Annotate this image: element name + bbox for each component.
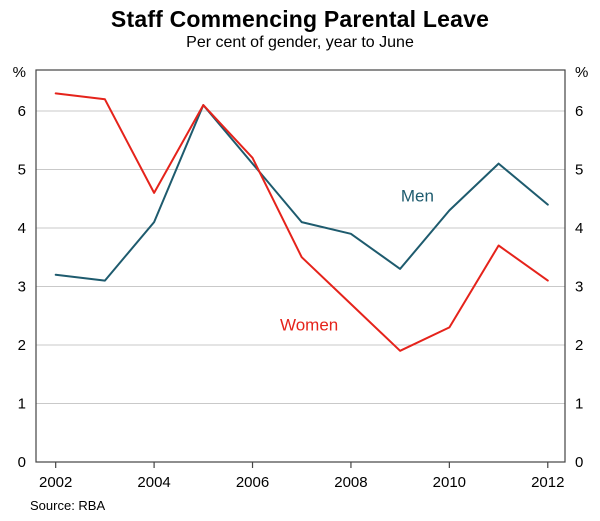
series-label-women: Women bbox=[280, 315, 338, 334]
x-tick-label: 2010 bbox=[433, 474, 466, 491]
y-tick-label-left: 1 bbox=[18, 395, 26, 412]
series-label-men: Men bbox=[401, 187, 434, 206]
y-tick-label-right: 6 bbox=[575, 103, 583, 120]
y-tick-label-right: 4 bbox=[575, 220, 583, 237]
y-tick-label-right: 5 bbox=[575, 161, 583, 178]
y-tick-label-right: 2 bbox=[575, 337, 583, 354]
x-tick-label: 2008 bbox=[334, 474, 367, 491]
y-tick-label-left: 5 bbox=[18, 161, 26, 178]
source-text: Source: RBA bbox=[30, 498, 106, 513]
page-subtitle: Per cent of gender, year to June bbox=[186, 34, 414, 51]
women-line bbox=[54, 92, 549, 352]
y-tick-label-right: 0 bbox=[575, 454, 583, 471]
x-tick-label: 2004 bbox=[137, 474, 170, 491]
plot-svg: 0 0 1 1 2 2 3 3 4 4 5 5 6 6% % 2002 2004 2006 2008 2010 2012… bbox=[13, 64, 589, 491]
y-tick-label-left: 4 bbox=[18, 220, 26, 237]
chart-container: 0 0 1 1 2 2 3 3 4 4 5 5 6 6%% 2002 2004 2006 2008 2010 2012… bbox=[0, 58, 600, 498]
y-tick-label-left: 0 bbox=[18, 454, 26, 471]
y-tick-label-right: 1 bbox=[575, 395, 583, 412]
x-tick-label: 2012 bbox=[531, 474, 564, 491]
x-tick-label: 2006 bbox=[236, 474, 269, 491]
y-tick-label-left: 2 bbox=[18, 337, 26, 354]
y-tick-label-left: 6 bbox=[18, 103, 26, 120]
x-tick-label: 2002 bbox=[39, 474, 72, 491]
unit-label-left: % bbox=[13, 64, 26, 81]
plot-border bbox=[35, 69, 566, 463]
men-line bbox=[54, 104, 549, 282]
y-tick-label-left: 3 bbox=[18, 278, 26, 295]
y-tick-label-right: 3 bbox=[575, 278, 583, 295]
unit-label-right: % bbox=[575, 64, 588, 81]
page-title: Staff Commencing Parental Leave bbox=[110, 6, 490, 32]
